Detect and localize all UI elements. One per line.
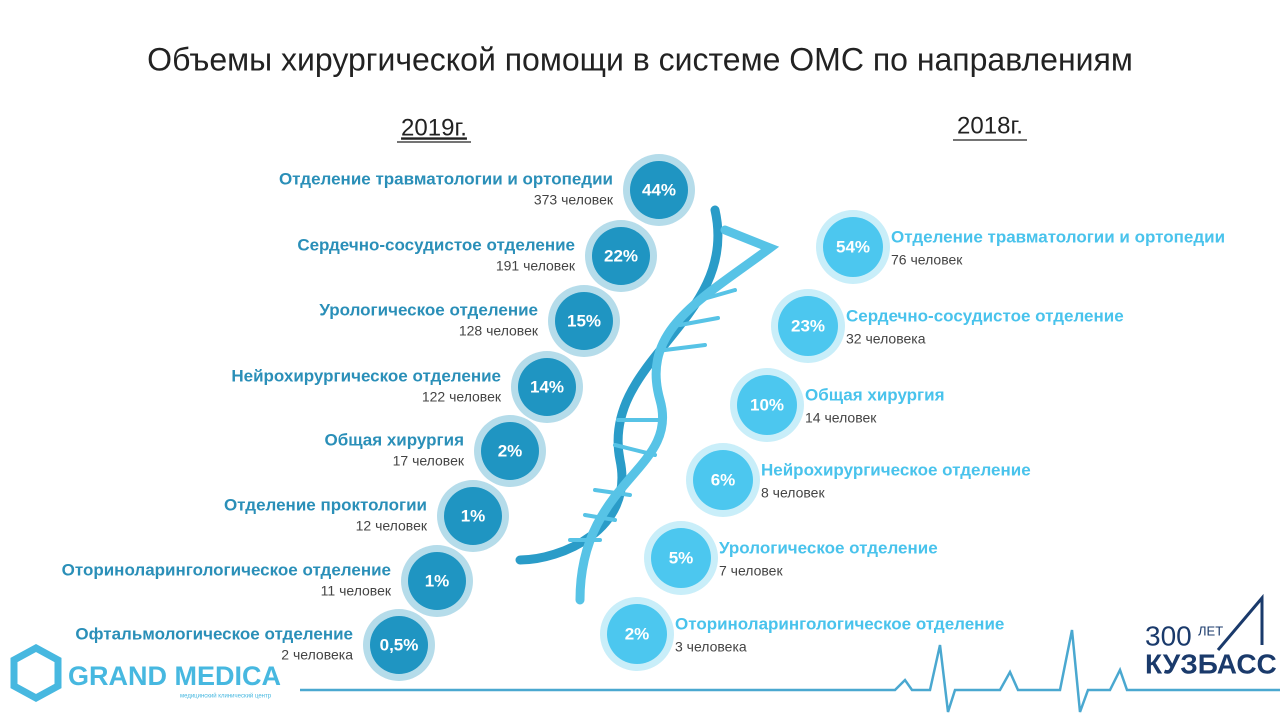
percent-circle bbox=[481, 422, 539, 480]
patient-count: 12 человек bbox=[356, 518, 428, 534]
department-name: Сердечно-сосудистое отделение bbox=[297, 235, 575, 254]
logo-icon bbox=[10, 644, 62, 702]
patient-count: 11 человек bbox=[321, 583, 392, 599]
percent: 1% bbox=[461, 506, 486, 525]
percent-circle bbox=[778, 296, 838, 356]
logo-text: GRAND MEDICA bbox=[68, 661, 281, 691]
department-name: Общая хирургия bbox=[805, 385, 945, 404]
department-name: Оториноларингологическое отделение bbox=[62, 560, 391, 579]
department-name: Отделение травматологии и ортопедии bbox=[891, 227, 1225, 246]
department-name: Нейрохирургическое отделение bbox=[231, 366, 501, 385]
logo-grand-medica: GRAND MEDICA медицинский клинический цен… bbox=[10, 644, 281, 702]
percent-circle bbox=[630, 161, 688, 219]
percent-circle bbox=[651, 528, 711, 588]
percent: 2% bbox=[498, 441, 523, 460]
patient-count: 8 человек bbox=[761, 485, 825, 501]
department-name: Отделение проктологии bbox=[224, 495, 427, 514]
percent: 1% bbox=[425, 571, 450, 590]
year-heading: 2019г. bbox=[401, 114, 467, 141]
patient-count: 191 человек bbox=[496, 258, 576, 274]
department-name: Урологическое отделение bbox=[719, 538, 938, 557]
patient-count: 14 человек bbox=[805, 410, 877, 426]
patient-count: 32 человека bbox=[846, 331, 926, 347]
department-name: Сердечно-сосудистое отделение bbox=[846, 306, 1124, 325]
percent-circle bbox=[444, 487, 502, 545]
patient-count: 76 человек bbox=[891, 252, 963, 268]
logo-kuzbass: 300 ЛЕТ КУЗБАСС bbox=[1145, 593, 1277, 679]
logo-text: 300 bbox=[1145, 620, 1192, 651]
logo-text: ЛЕТ bbox=[1198, 623, 1223, 638]
percent: 5% bbox=[669, 548, 694, 567]
percent-circle bbox=[592, 227, 650, 285]
dna bbox=[515, 205, 780, 605]
department-name: Нейрохирургическое отделение bbox=[761, 460, 1031, 479]
department-name: Отделение травматологии и ортопедии bbox=[279, 169, 613, 188]
patient-count: 17 человек bbox=[393, 453, 465, 469]
patient-count: 2 человека bbox=[281, 647, 353, 663]
percent-circle bbox=[555, 292, 613, 350]
year-heading: 2018г. bbox=[957, 112, 1023, 139]
percent-circle bbox=[370, 616, 428, 674]
percent: 23% bbox=[791, 316, 825, 335]
percent: 0,5% bbox=[380, 635, 419, 654]
percent: 22% bbox=[604, 246, 638, 265]
percent: 2% bbox=[625, 624, 650, 643]
percent-circle bbox=[823, 217, 883, 277]
percent-circle bbox=[737, 375, 797, 435]
patient-count: 128 человек bbox=[459, 323, 539, 339]
dna-rungs bbox=[568, 288, 737, 542]
dna-strand bbox=[515, 205, 723, 565]
percent: 10% bbox=[750, 395, 784, 414]
percent: 14% bbox=[530, 377, 564, 396]
logo-subtitle: медицинский клинический центр bbox=[180, 693, 272, 700]
heartbeat-line bbox=[300, 629, 1280, 713]
department-name: Оториноларингологическое отделение bbox=[675, 614, 1004, 633]
patient-count: 3 человека bbox=[675, 639, 747, 655]
logo-text: КУЗБАСС bbox=[1145, 648, 1277, 679]
percent: 6% bbox=[711, 470, 736, 489]
percent: 54% bbox=[836, 237, 870, 256]
department-name: Общая хирургия bbox=[324, 430, 464, 449]
percent-circle bbox=[693, 450, 753, 510]
percent: 44% bbox=[642, 180, 676, 199]
percent: 15% bbox=[567, 311, 601, 330]
title: Объемы хирургической помощи в системе ОМ… bbox=[147, 41, 1133, 77]
department-name: Офтальмологическое отделение bbox=[75, 624, 353, 643]
department-name: Урологическое отделение bbox=[319, 300, 538, 319]
patient-count: 373 человек bbox=[534, 192, 614, 208]
percent-circle bbox=[408, 552, 466, 610]
logo-icon bbox=[1216, 593, 1264, 651]
percent-circle bbox=[518, 358, 576, 416]
patient-count: 122 человек bbox=[422, 389, 502, 405]
percent-circle bbox=[607, 604, 667, 664]
patient-count: 7 человек bbox=[719, 563, 783, 579]
